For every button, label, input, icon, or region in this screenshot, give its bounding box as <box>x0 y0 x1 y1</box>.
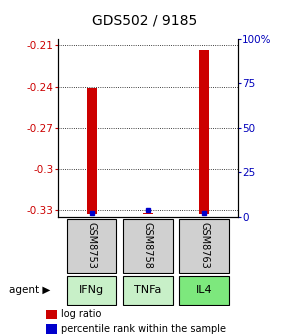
Text: GSM8753: GSM8753 <box>87 222 97 269</box>
Bar <box>46 324 57 334</box>
Bar <box>143 213 153 214</box>
Bar <box>179 276 229 304</box>
Text: log ratio: log ratio <box>61 309 102 320</box>
Text: GSM8758: GSM8758 <box>143 222 153 269</box>
Text: agent ▶: agent ▶ <box>9 285 50 295</box>
Text: TNFa: TNFa <box>134 285 162 295</box>
Bar <box>123 276 173 304</box>
Text: GSM8763: GSM8763 <box>199 222 209 269</box>
Text: IL4: IL4 <box>196 285 212 295</box>
Text: IFNg: IFNg <box>79 285 104 295</box>
Bar <box>67 218 117 273</box>
Bar <box>199 50 209 214</box>
Text: GDS502 / 9185: GDS502 / 9185 <box>93 13 197 28</box>
Bar <box>179 218 229 273</box>
Bar <box>46 310 57 319</box>
Bar <box>87 88 97 214</box>
Text: percentile rank within the sample: percentile rank within the sample <box>61 324 226 334</box>
Bar <box>123 218 173 273</box>
Bar <box>67 276 117 304</box>
